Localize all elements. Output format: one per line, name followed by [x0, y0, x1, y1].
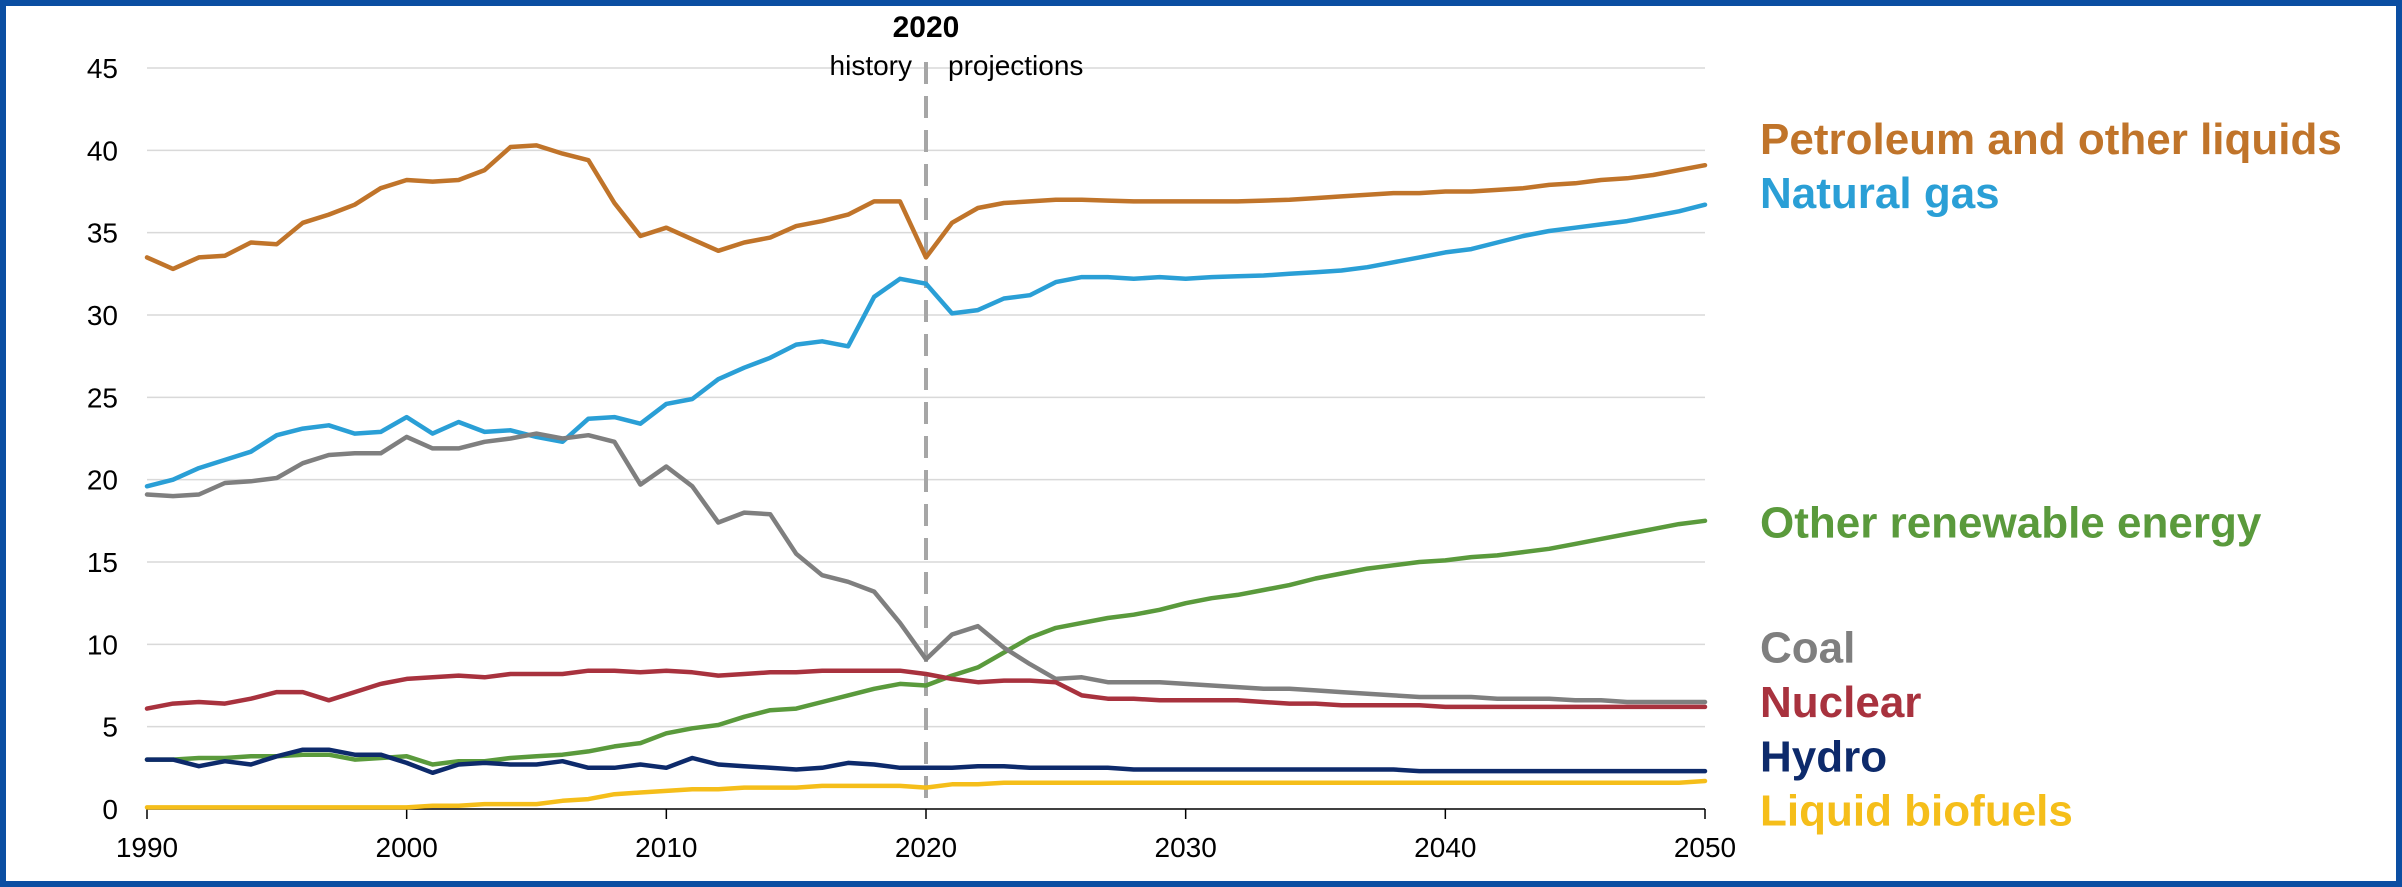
y-tick-label: 30	[87, 300, 118, 331]
series-label-natural-gas: Natural gas	[1760, 169, 2000, 218]
x-tick-label: 2050	[1674, 832, 1736, 863]
y-tick-label: 0	[102, 794, 118, 825]
x-axis: 1990 2000 2010 2020 2030 2040 2050	[116, 808, 1736, 863]
series-label-other-renewable-energy: Other renewable energy	[1760, 498, 2262, 547]
history-label: history	[830, 50, 912, 81]
y-tick-label: 25	[87, 382, 118, 413]
series-line-liquid-biofuels	[144, 778, 1708, 810]
series-label-liquid-biofuels: Liquid biofuels	[1760, 787, 2073, 836]
x-tick-label: 2010	[635, 832, 697, 863]
y-tick-label: 20	[87, 465, 118, 496]
series-line-petroleum-and-other-liquids	[144, 143, 1708, 272]
series-line-other-renewable-energy	[144, 518, 1708, 767]
series-line-coal	[144, 431, 1708, 705]
y-tick-label: 40	[87, 135, 118, 166]
series-labels: Petroleum and other liquids Natural gas Ot…	[1760, 115, 2342, 836]
x-tick-label: 2000	[376, 832, 438, 863]
series-label-hydro: Hydro	[1760, 732, 1887, 781]
series-label-coal: Coal	[1760, 624, 1855, 673]
series-label-nuclear: Nuclear	[1760, 678, 1921, 727]
x-tick-label: 2040	[1414, 832, 1476, 863]
series-line-hydro	[144, 747, 1708, 776]
series-line-natural-gas	[144, 202, 1708, 489]
y-tick-label: 5	[102, 712, 118, 743]
y-tick-label: 15	[87, 547, 118, 578]
y-tick-label: 45	[87, 53, 118, 84]
series-lines	[144, 143, 1708, 810]
y-tick-label: 10	[87, 629, 118, 660]
divider-year-label: 2020	[893, 11, 960, 44]
y-axis: 0 5 10 15 20 25 30 35 40 45	[87, 53, 118, 825]
x-tick-label: 1990	[116, 832, 178, 863]
x-tick-label: 2020	[895, 832, 957, 863]
projections-label: projections	[948, 50, 1083, 81]
y-tick-label: 35	[87, 218, 118, 249]
x-tick-label: 2030	[1155, 832, 1217, 863]
series-line-nuclear	[144, 668, 1708, 711]
series-label-petroleum-and-other-liquids: Petroleum and other liquids	[1760, 115, 2342, 164]
